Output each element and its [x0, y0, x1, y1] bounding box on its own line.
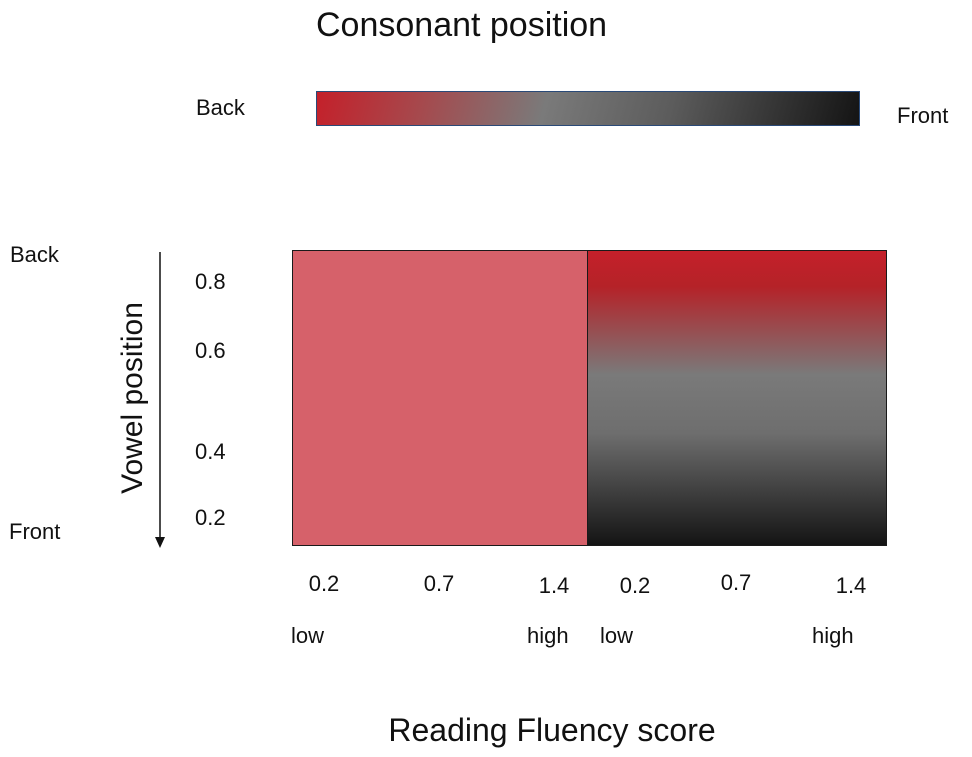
x-high-label: high — [527, 623, 569, 648]
vowel-front-label: Front — [9, 519, 61, 544]
x-axis-label: Reading Fluency score — [388, 712, 716, 748]
x-low-label: low — [291, 623, 325, 648]
x-tick-label: 0.2 — [308, 571, 340, 596]
y-axis-label: Vowel position — [116, 302, 149, 494]
x-tick-label: 0.2 — [619, 573, 651, 598]
y-tick-label: 0.4 — [195, 439, 226, 464]
vowel-back-label: Back — [10, 242, 59, 267]
heatmap-panel-gradient-right — [588, 250, 887, 546]
x-tick-label: 1.4 — [538, 573, 570, 598]
consonant-front-label: Front — [897, 103, 949, 128]
y-tick-label: 0.2 — [195, 505, 226, 530]
heatmap-panel-low-high-left — [292, 250, 588, 546]
y-tick-label: 0.8 — [195, 269, 226, 294]
x-tick-label: 0.7 — [720, 570, 752, 595]
y-tick-label: 0.6 — [195, 338, 226, 363]
x-high-label: high — [812, 623, 854, 648]
vowel-axis-arrow — [155, 252, 165, 548]
consonant-colorbar — [316, 91, 860, 126]
x-low-label: low — [600, 623, 634, 648]
x-tick-label: 0.7 — [423, 571, 455, 596]
consonant-scale-title: Consonant position — [316, 6, 608, 44]
x-tick-label: 1.4 — [835, 573, 867, 598]
consonant-back-label: Back — [196, 95, 245, 120]
